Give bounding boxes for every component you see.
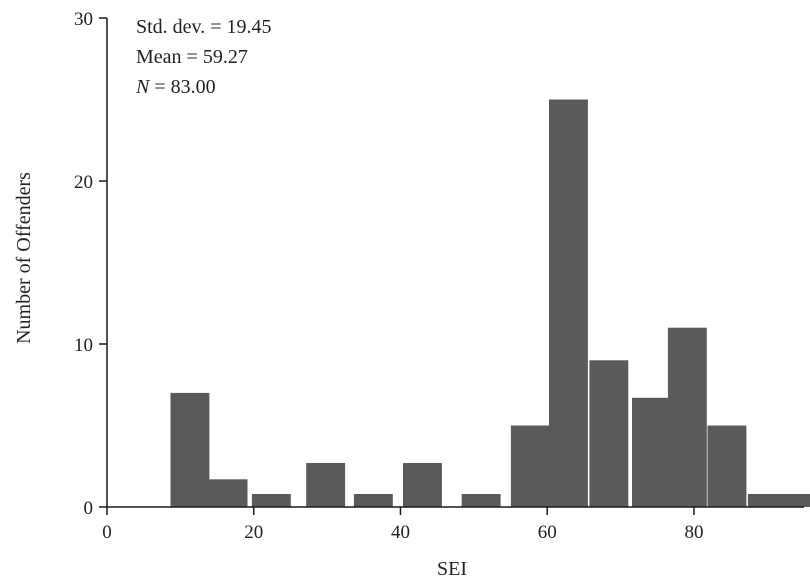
y-tick-label-0: 0 (84, 498, 94, 519)
bars-group (170, 99, 810, 507)
bar-1 (170, 392, 210, 507)
bar-8 (510, 425, 550, 507)
mean-annotation: Mean = 59.27 (136, 46, 248, 68)
bar-7 (461, 494, 501, 507)
bar-2 (208, 479, 248, 507)
bar-12 (667, 327, 707, 507)
n-annotation: N = 83.00 (135, 76, 216, 98)
x-tick-label-0: 0 (102, 522, 112, 543)
y-tick-label-10: 10 (74, 335, 93, 356)
bar-6 (403, 463, 442, 507)
std-dev-annotation: Std. dev. = 19.45 (136, 16, 272, 38)
bar-14 (747, 494, 787, 507)
y-tick-label-30: 30 (74, 9, 93, 30)
bar-3 (251, 494, 291, 507)
x-tick-label-20: 20 (244, 522, 263, 543)
bar-11 (632, 397, 671, 507)
x-tick-label-80: 80 (684, 522, 703, 543)
y-ticks-group: 0 10 20 30 (74, 9, 107, 519)
bar-13 (707, 425, 747, 507)
y-tick-label-20: 20 (74, 172, 93, 193)
bar-9 (549, 99, 588, 507)
bar-5 (353, 494, 393, 507)
x-axis-title: SEI (437, 558, 467, 580)
x-tick-label-40: 40 (391, 522, 410, 543)
bar-10 (589, 360, 629, 507)
n-symbol: N (135, 76, 151, 98)
y-axis-title: Number of Offenders (13, 172, 35, 344)
x-ticks-group: 0 20 40 60 80 (102, 507, 703, 543)
bar-4 (306, 463, 346, 507)
x-tick-label-60: 60 (538, 522, 557, 543)
n-value: = 83.00 (149, 76, 215, 98)
bar-15 (783, 494, 810, 507)
